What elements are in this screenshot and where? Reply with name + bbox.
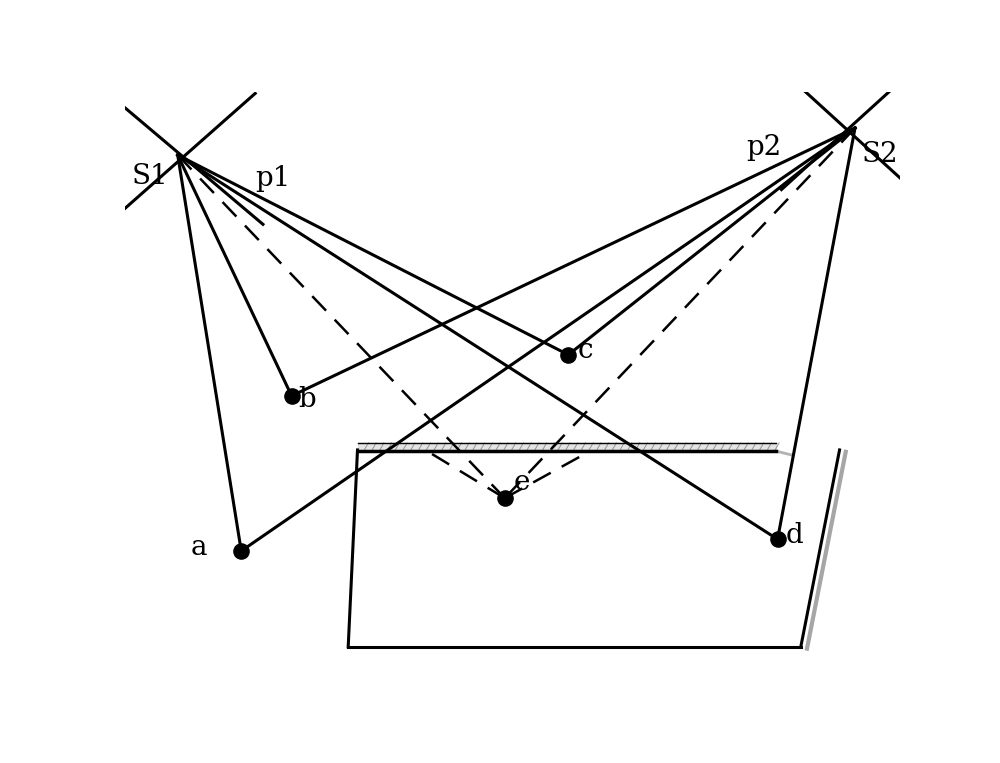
Text: S1: S1 (131, 163, 168, 190)
Text: p2: p2 (747, 134, 782, 161)
Text: p1: p1 (255, 165, 291, 192)
Point (233, 545, 249, 557)
Point (284, 390, 300, 402)
Point (770, 533, 786, 546)
Text: b: b (298, 386, 315, 414)
Text: S2: S2 (861, 141, 898, 169)
Polygon shape (348, 450, 840, 647)
Point (560, 349, 576, 361)
Text: a: a (191, 533, 207, 561)
Text: d: d (785, 522, 803, 549)
Point (497, 492, 513, 504)
Text: c: c (578, 337, 593, 365)
Text: e: e (514, 469, 530, 496)
